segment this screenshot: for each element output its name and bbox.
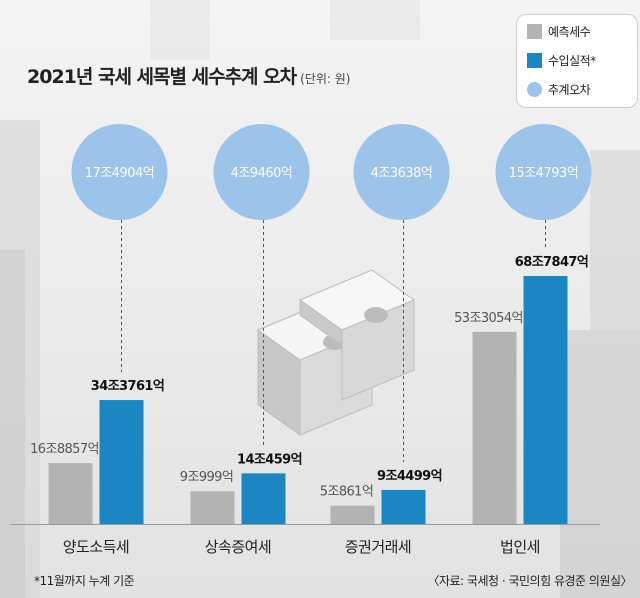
legend-item-error: 추계오차 xyxy=(527,79,591,99)
category-label: 증권거래세 xyxy=(345,538,412,556)
chart-title: 2021년 국세 세목별 세수추계 오차 (단위: 원) xyxy=(27,62,350,89)
legend-label-forecast: 예측세수 xyxy=(548,24,591,39)
forecast-value-label: 16조8857억 xyxy=(30,442,99,457)
actual-bar xyxy=(241,473,286,524)
forecast-bar xyxy=(190,491,235,524)
legend-label-actual: 수입실적* xyxy=(548,53,596,68)
legend-item-forecast: 예측세수 xyxy=(527,21,591,41)
forecast-value-label: 5조861억 xyxy=(320,485,373,500)
error-circle xyxy=(71,124,168,220)
category-label: 상속증여세 xyxy=(205,538,272,556)
unit-label: (단위: 원) xyxy=(300,72,351,86)
actual-value-label: 14조459억 xyxy=(237,452,302,467)
chart-title-text: 2021년 국세 세목별 세수추계 오차 xyxy=(27,66,297,88)
category-label: 법인세 xyxy=(500,538,540,556)
actual-bar xyxy=(99,400,144,524)
forecast-bar xyxy=(472,331,517,524)
actual-value-label: 68조7847억 xyxy=(515,255,588,270)
error-label: 4조9460억 xyxy=(231,166,293,181)
legend: 예측세수 수입실적* 추계오차 xyxy=(516,14,638,108)
forecast-bar xyxy=(48,463,93,524)
error-circle xyxy=(213,124,310,220)
error-circle xyxy=(353,124,450,220)
legend-swatch-actual xyxy=(527,52,542,68)
legend-swatch-forecast xyxy=(527,23,542,39)
category-label: 양도소득세 xyxy=(63,538,130,556)
legend-swatch-error xyxy=(527,81,542,97)
actual-bar xyxy=(523,276,568,524)
legend-item-actual: 수입실적* xyxy=(527,50,596,70)
forecast-value-label: 9조999억 xyxy=(180,470,233,485)
actual-value-label: 9조4499억 xyxy=(377,469,442,484)
money-stack-icon xyxy=(256,269,416,436)
footnote: *11월까지 누계 기준 xyxy=(34,574,135,588)
error-label: 15조4793억 xyxy=(509,166,579,181)
error-label: 4조3638억 xyxy=(371,166,433,181)
source-note: 〈자료: 국세청 · 국민의힘 유경준 의원실〉 xyxy=(427,574,632,588)
forecast-value-label: 53조3054억 xyxy=(454,311,523,326)
forecast-bar xyxy=(330,505,375,524)
error-circle xyxy=(495,124,592,220)
actual-value-label: 34조3761억 xyxy=(91,379,164,394)
actual-bar xyxy=(381,489,426,524)
legend-label-error: 추계오차 xyxy=(548,82,591,97)
error-label: 17조4904억 xyxy=(85,166,155,181)
